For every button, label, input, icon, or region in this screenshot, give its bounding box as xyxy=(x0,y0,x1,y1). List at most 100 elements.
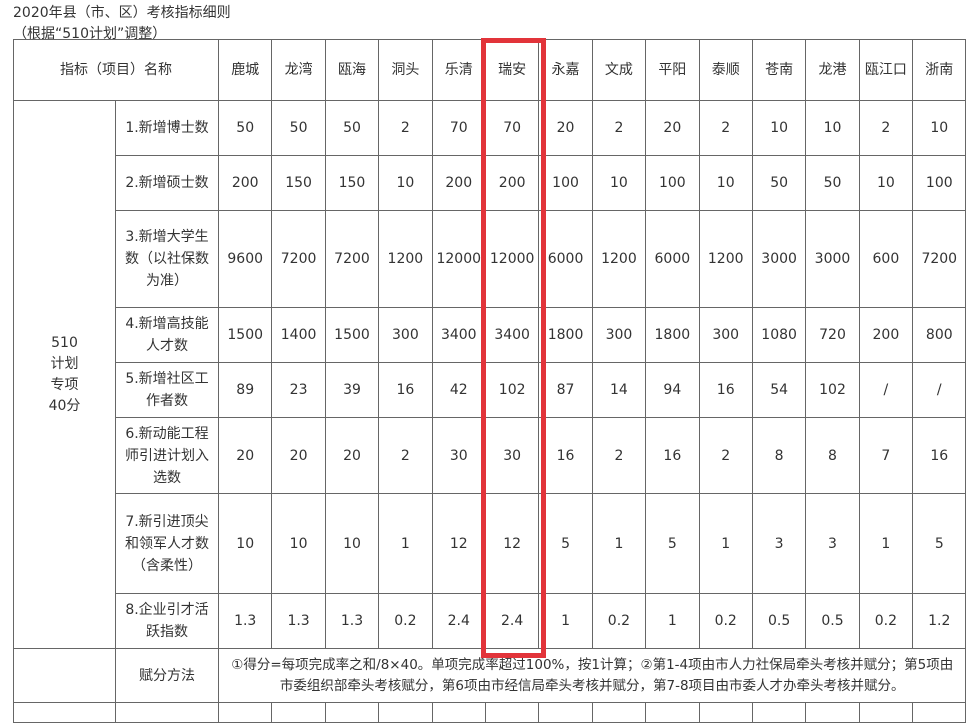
cell-value: 16 xyxy=(645,417,700,494)
table-row: 4.新增高技能人才数 1500 1400 1500 300 3400 3400 1800 300… xyxy=(14,307,967,363)
cell-value: 10 xyxy=(591,155,647,211)
cell-value: 0.2 xyxy=(591,593,647,649)
cell-value: 12 xyxy=(431,493,486,594)
cell-value: 2 xyxy=(378,417,433,494)
cell-value: 1 xyxy=(698,493,753,594)
cell-value: 10 xyxy=(751,100,807,156)
cell-value: 39 xyxy=(324,362,380,418)
cell-value: 300 xyxy=(698,307,753,363)
empty-cell xyxy=(751,702,807,723)
header-region: 瓯海 xyxy=(324,39,380,101)
cell-value: 12000 xyxy=(431,210,486,308)
cell-value: 7 xyxy=(858,417,914,494)
cell-value: 2 xyxy=(591,100,647,156)
cell-value: 0.2 xyxy=(378,593,433,649)
cell-value: 87 xyxy=(538,362,593,418)
cell-value: 100 xyxy=(538,155,593,211)
row-label: 1.新增博士数 xyxy=(115,100,219,156)
cell-value: 1.3 xyxy=(324,593,380,649)
cell-value: 20 xyxy=(324,417,380,494)
cell-value: 70 xyxy=(484,100,540,156)
cell-value: 70 xyxy=(431,100,486,156)
header-region: 浙南 xyxy=(912,39,967,101)
method-label: 赋分方法 xyxy=(115,648,219,703)
cell-value: 0.5 xyxy=(751,593,807,649)
document-subtitle: （根据“510计划”调整） xyxy=(13,26,167,42)
cell-value: 200 xyxy=(217,155,273,211)
cell-value: 10 xyxy=(805,100,860,156)
header-region: 文成 xyxy=(591,39,647,101)
cell-value: 1800 xyxy=(645,307,700,363)
cell-value: 150 xyxy=(324,155,380,211)
cell-value: 3 xyxy=(805,493,860,594)
cell-value: 16 xyxy=(378,362,433,418)
cell-value: 23 xyxy=(271,362,326,418)
header-region: 鹿城 xyxy=(217,39,273,101)
cell-value: 1 xyxy=(378,493,433,594)
empty-cell xyxy=(271,702,326,723)
cell-value: 150 xyxy=(271,155,326,211)
cell-value: 1 xyxy=(645,593,700,649)
empty-cell xyxy=(538,702,593,723)
cell-value: 1200 xyxy=(378,210,433,308)
header-region: 瓯江口 xyxy=(858,39,914,101)
cell-value: 50 xyxy=(271,100,326,156)
cell-value: 30 xyxy=(431,417,486,494)
cell-value: 600 xyxy=(858,210,914,308)
cell-value: 10 xyxy=(378,155,433,211)
cell-value: 16 xyxy=(698,362,753,418)
cell-value: 10 xyxy=(698,155,753,211)
cell-value: 720 xyxy=(805,307,860,363)
method-text: ①得分=每项完成率之和/8×40。单项完成率超过100%，按1计算；②第1-4项… xyxy=(217,648,967,703)
cell-value: 100 xyxy=(645,155,700,211)
header-region: 龙港 xyxy=(805,39,860,101)
cell-value: 10 xyxy=(324,493,380,594)
cell-value: 1.2 xyxy=(912,593,967,649)
cell-value: 2 xyxy=(858,100,914,156)
method-spacer xyxy=(13,648,116,703)
cell-value: 2 xyxy=(591,417,647,494)
header-region: 泰顺 xyxy=(698,39,753,101)
row-label: 5.新增社区工作者数 xyxy=(115,362,219,418)
cell-value: 0.2 xyxy=(858,593,914,649)
empty-cell xyxy=(484,702,540,723)
header-region: 乐清 xyxy=(431,39,486,101)
cell-value: 20 xyxy=(271,417,326,494)
header-region: 平阳 xyxy=(645,39,700,101)
cell-value: / xyxy=(858,362,914,418)
row-label: 3.新增大学生数（以社保数为准） xyxy=(115,210,219,308)
cell-value: 54 xyxy=(751,362,807,418)
cell-value: 1 xyxy=(591,493,647,594)
cell-value: 12000 xyxy=(484,210,540,308)
header-region: 洞头 xyxy=(378,39,433,101)
cell-value: 2.4 xyxy=(484,593,540,649)
cell-value: 94 xyxy=(645,362,700,418)
header-row: 指标（项目）名称 鹿城 龙湾 瓯海 洞头 乐清 瑞安 永嘉 文成 平阳 泰顺 苍南 龙港 瓯江口 浙南 xyxy=(13,39,967,101)
header-region: 瑞安 xyxy=(484,39,540,101)
cell-value: 200 xyxy=(858,307,914,363)
cell-value: 102 xyxy=(805,362,860,418)
cell-value: 1080 xyxy=(751,307,807,363)
row-label: 4.新增高技能人才数 xyxy=(115,307,219,363)
cell-value: 1.3 xyxy=(271,593,326,649)
cell-value: / xyxy=(912,362,967,418)
cell-value: 42 xyxy=(431,362,486,418)
cell-value: 300 xyxy=(591,307,647,363)
cell-value: 6000 xyxy=(538,210,593,308)
cell-value: 20 xyxy=(538,100,593,156)
cell-value: 1200 xyxy=(698,210,753,308)
cell-value: 20 xyxy=(645,100,700,156)
cell-value: 5 xyxy=(538,493,593,594)
cell-value: 10 xyxy=(912,100,967,156)
cell-value: 100 xyxy=(912,155,967,211)
cell-value: 89 xyxy=(217,362,273,418)
cell-value: 200 xyxy=(431,155,486,211)
empty-cell xyxy=(431,702,486,723)
cell-value: 0.5 xyxy=(805,593,860,649)
cell-value: 50 xyxy=(217,100,273,156)
header-region: 永嘉 xyxy=(538,39,593,101)
cell-value: 8 xyxy=(805,417,860,494)
empty-cell xyxy=(13,702,116,723)
cell-value: 1800 xyxy=(538,307,593,363)
empty-cell xyxy=(805,702,860,723)
